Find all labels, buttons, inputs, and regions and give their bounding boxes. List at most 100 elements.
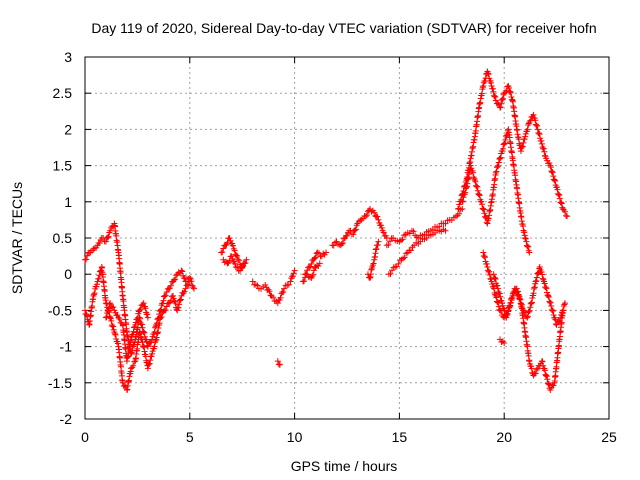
data-point [563,212,570,219]
data-point [374,242,381,249]
data-point [144,311,151,318]
data-point [144,314,151,321]
data-point [505,85,512,92]
data-point [104,234,111,241]
data-point [104,310,111,317]
series-trace-q [490,263,568,328]
data-point [494,164,501,171]
data-point [537,135,544,142]
data-point [498,339,505,346]
data-point [130,328,137,335]
y-axis-label: SDTVAR / TECUs [9,182,25,294]
data-point [488,278,495,285]
data-point [102,238,109,245]
data-point [138,321,145,328]
data-point [485,267,492,274]
data-point [492,276,499,283]
data-point [362,213,369,220]
data-point [483,260,490,267]
data-point [538,140,545,147]
data-point [96,240,103,247]
data-point [473,183,480,190]
data-point [495,289,502,296]
data-point [468,165,475,172]
data-point [181,288,188,295]
series-trace-o [459,126,533,256]
data-point [556,195,563,202]
series-trace-d [218,235,250,270]
series-trace-e [220,253,248,274]
data-point [473,182,480,189]
data-point [460,194,467,201]
data-point [498,100,505,107]
data-point [172,276,179,283]
data-point [290,270,297,277]
data-point [254,282,261,289]
data-point [116,316,123,323]
data-point [481,253,488,260]
data-point [544,376,551,383]
data-point [556,192,563,199]
data-point [241,260,248,267]
data-point [344,232,350,239]
data-point [128,336,135,343]
data-point [176,301,183,308]
data-point [526,119,533,126]
data-point [274,300,281,307]
data-point [163,303,170,310]
data-point [522,133,529,140]
data-point [533,366,540,373]
data-point [500,145,507,152]
data-point [495,159,502,166]
data-point [108,317,115,324]
data-point [90,245,97,252]
data-point [219,249,226,256]
data-point [90,292,97,299]
data-point [470,169,477,176]
data-point [368,208,375,215]
data-point [491,274,498,281]
data-point [162,292,169,299]
data-point [523,238,530,245]
series-trace-j [329,206,390,249]
data-point [140,300,147,307]
data-point [534,122,541,129]
data-point [442,220,449,227]
data-point [177,297,184,304]
data-point [501,140,508,147]
data-point [544,380,551,387]
data-point [561,301,568,308]
data-point [497,154,504,161]
data-point [541,148,548,155]
data-point [456,201,463,208]
data-point [131,358,138,365]
data-point [494,282,501,289]
data-point [459,198,466,205]
data-point [226,235,233,241]
data-point [363,212,370,219]
data-point [557,314,564,321]
data-point [377,222,384,229]
data-point [380,229,387,236]
data-point [243,256,250,263]
data-point [472,178,479,185]
data-point [548,306,555,313]
data-point [160,297,167,304]
data-point [518,144,525,151]
data-point [492,291,499,298]
data-point [515,292,522,299]
x-axis: 0 5 10 15 20 25 [81,57,617,445]
data-point [339,239,346,246]
data-point [550,312,557,319]
data-point [235,256,242,263]
data-point [108,322,115,329]
data-point [152,339,159,346]
data-point [84,252,91,259]
data-point [95,275,102,282]
data-point [492,169,499,176]
x-tick-label: 20 [496,429,512,445]
grid-lines [85,57,609,419]
x-tick-label: 25 [601,429,617,445]
data-point [513,289,520,296]
data-point [507,88,514,95]
